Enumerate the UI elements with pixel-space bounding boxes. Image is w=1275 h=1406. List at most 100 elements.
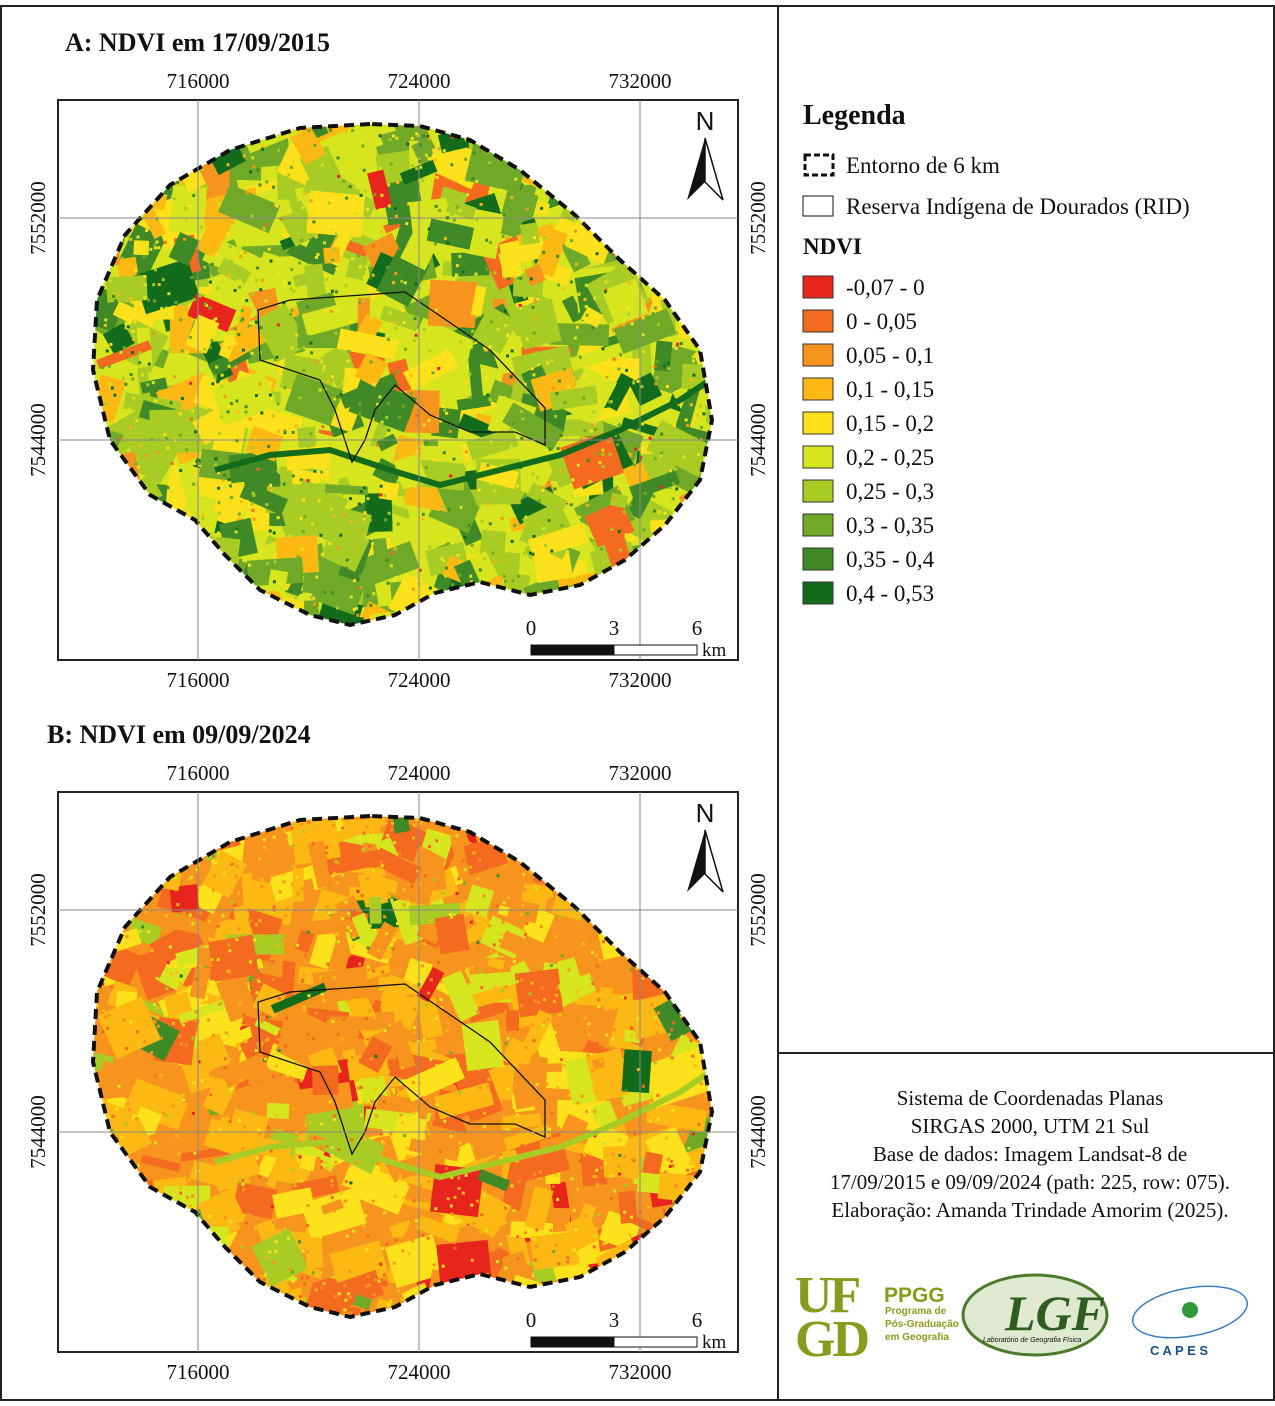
raster-pixel <box>265 1248 268 1251</box>
raster-patch <box>312 1065 339 1095</box>
raster-pixel <box>347 926 350 929</box>
raster-pixel <box>303 516 306 519</box>
raster-pixel <box>248 1081 251 1084</box>
raster-pixel <box>420 822 423 825</box>
raster-pixel <box>249 919 252 922</box>
raster-pixel <box>389 311 392 314</box>
raster-pixel <box>474 273 477 276</box>
raster-pixel <box>520 978 523 981</box>
raster-pixel <box>214 861 217 864</box>
x-coord-label: 732000 <box>609 1360 672 1384</box>
raster-pixel <box>593 1110 596 1113</box>
raster-pixel <box>244 251 247 254</box>
raster-pixel <box>563 368 566 371</box>
raster-pixel <box>488 924 491 927</box>
raster-pixel <box>442 1265 445 1268</box>
raster-pixel <box>347 914 350 917</box>
raster-pixel <box>380 934 383 937</box>
raster-pixel <box>561 287 564 290</box>
raster-pixel <box>534 999 537 1002</box>
raster-pixel <box>328 911 331 914</box>
raster-pixel <box>263 838 266 841</box>
raster-pixel <box>486 503 489 506</box>
raster-pixel <box>128 1108 131 1111</box>
raster-pixel <box>634 448 637 451</box>
ndvi-swatch <box>803 582 833 604</box>
raster-patch <box>378 977 391 991</box>
raster-pixel <box>412 836 415 839</box>
raster-patch <box>618 1191 638 1224</box>
raster-pixel <box>384 1029 387 1032</box>
raster-pixel <box>491 904 494 907</box>
raster-pixel <box>144 283 147 286</box>
raster-pixel <box>402 1197 405 1200</box>
raster-pixel <box>334 1161 337 1164</box>
raster-pixel <box>519 297 522 300</box>
raster-pixel <box>654 365 657 368</box>
raster-pixel <box>621 1096 624 1099</box>
map-panel: A: NDVI em 17/09/20157160007160007240007… <box>26 28 770 692</box>
raster-pixel <box>489 1093 492 1096</box>
raster-pixel <box>136 1030 139 1033</box>
raster-pixel <box>243 516 246 519</box>
raster-pixel <box>345 289 348 292</box>
ppgg-logo: PPGG <box>884 1284 945 1307</box>
raster-pixel <box>115 1108 118 1111</box>
raster-pixel <box>432 1117 435 1120</box>
y-coord-label: 7552000 <box>746 873 770 947</box>
raster-pixel <box>350 520 353 523</box>
raster-pixel <box>263 1278 266 1281</box>
raster-pixel <box>663 1046 666 1049</box>
raster-pixel <box>255 991 258 994</box>
ndvi-swatch <box>803 548 833 570</box>
raster-pixel <box>105 344 108 347</box>
raster-pixel <box>685 344 688 347</box>
raster-pixel <box>209 307 212 310</box>
y-coord-label: 7552000 <box>26 873 50 947</box>
raster-pixel <box>413 824 416 827</box>
raster-pixel <box>435 1017 438 1020</box>
raster-pixel <box>295 592 298 595</box>
raster-pixel <box>152 381 155 384</box>
raster-pixel <box>506 334 509 337</box>
raster-pixel <box>171 462 174 465</box>
raster-pixel <box>404 483 407 486</box>
raster-pixel <box>596 1183 599 1186</box>
raster-pixel <box>641 977 644 980</box>
raster-pixel <box>602 1102 605 1105</box>
raster-pixel <box>650 1003 653 1006</box>
raster-pixel <box>309 342 312 345</box>
raster-pixel <box>391 1088 394 1091</box>
raster-pixel <box>423 423 426 426</box>
raster-pixel <box>558 1013 561 1016</box>
raster-pixel <box>555 1174 558 1177</box>
raster-pixel <box>571 1177 574 1180</box>
raster-pixel <box>312 1037 315 1040</box>
raster-pixel <box>175 1134 178 1137</box>
raster-pixel <box>483 1125 486 1128</box>
raster-pixel <box>366 1285 369 1288</box>
raster-pixel <box>360 490 363 493</box>
raster-pixel <box>338 275 341 278</box>
raster-pixel <box>363 1003 366 1006</box>
raster-pixel <box>406 899 409 902</box>
raster-pixel <box>408 1183 411 1186</box>
raster-pixel <box>493 985 496 988</box>
raster-pixel <box>252 293 255 296</box>
raster-pixel <box>384 330 387 333</box>
raster-pixel <box>561 954 564 957</box>
raster-pixel <box>333 1115 336 1118</box>
raster-pixel <box>123 346 126 349</box>
raster-pixel <box>554 487 557 490</box>
scale-bar-black <box>531 645 614 655</box>
raster-pixel <box>172 1022 175 1025</box>
raster-pixel <box>217 924 220 927</box>
raster-pixel <box>398 416 401 419</box>
raster-pixel <box>326 905 329 908</box>
raster-pixel <box>307 994 310 997</box>
raster-pixel <box>403 1134 406 1137</box>
raster-pixel <box>326 1017 329 1020</box>
raster-pixel <box>338 143 341 146</box>
raster-pixel <box>235 865 238 868</box>
raster-pixel <box>504 310 507 313</box>
